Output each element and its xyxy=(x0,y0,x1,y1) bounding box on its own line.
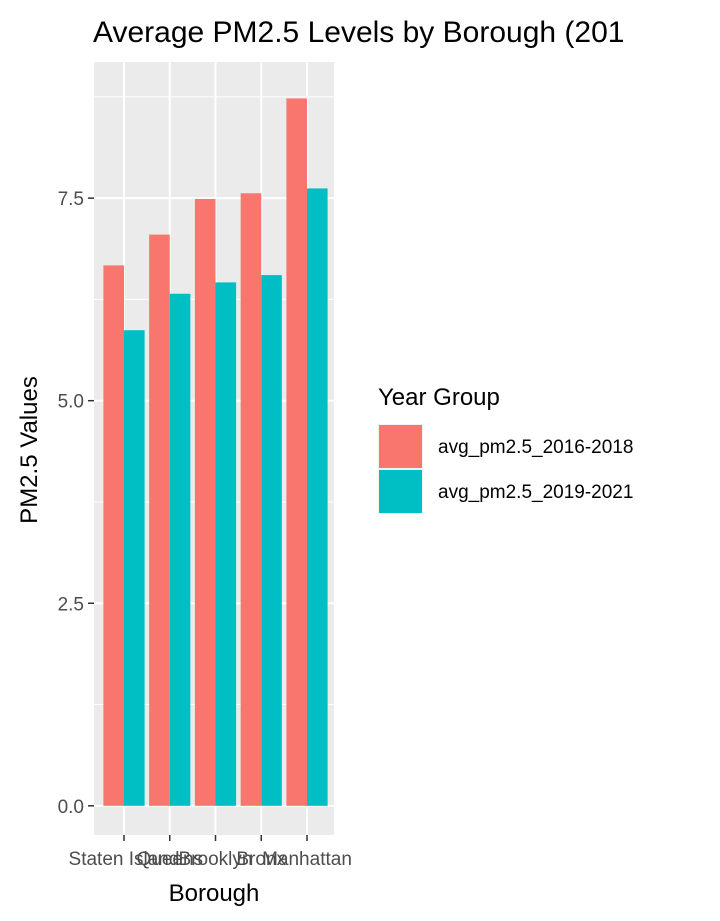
bar-1-staten-island xyxy=(103,265,124,806)
legend-label: avg_pm2.5_2019-2021 xyxy=(438,482,633,503)
y-tick-label: 7.5 xyxy=(58,189,84,210)
legend-swatch xyxy=(379,470,422,513)
y-tick-label: 0.0 xyxy=(58,797,84,818)
y-tick-label: 5.0 xyxy=(58,392,84,413)
x-tick-label: Manhattan xyxy=(262,849,352,870)
bar-1-brooklyn xyxy=(194,198,216,806)
bar-1-bronx xyxy=(240,193,262,806)
bars xyxy=(103,98,328,806)
x-axis-title: Borough xyxy=(169,880,260,907)
bar-2-staten-island xyxy=(124,330,145,806)
x-tick-label: Bronx xyxy=(236,849,286,870)
bar-2-brooklyn xyxy=(215,282,237,806)
x-axis-ticks: Staten IslandQueensBrooklynBronxManhatta… xyxy=(69,835,352,870)
bar-1-queens xyxy=(149,234,170,806)
x-tick-label: Queens xyxy=(136,849,203,870)
bar-2-queens xyxy=(169,293,191,806)
x-tick-label: Staten Island xyxy=(69,849,180,870)
x-tick-label: Brooklyn xyxy=(179,849,253,870)
legend: Year Group avg_pm2.5_2016-2018 avg_pm2.5_… xyxy=(378,384,633,514)
bar-1-manhattan xyxy=(286,98,307,806)
chart-title: Average PM2.5 Levels by Borough (201 xyxy=(93,16,624,49)
bar-2-bronx xyxy=(261,275,282,806)
bar-2-manhattan xyxy=(307,188,328,806)
y-axis-title: PM2.5 Values xyxy=(16,376,43,524)
legend-swatch xyxy=(379,425,422,468)
legend-label: avg_pm2.5_2016-2018 xyxy=(438,437,633,458)
y-tick-label: 2.5 xyxy=(58,594,84,615)
y-axis-ticks: 0.0 2.5 5.0 7.5 xyxy=(58,189,94,818)
legend-title: Year Group xyxy=(378,384,500,411)
